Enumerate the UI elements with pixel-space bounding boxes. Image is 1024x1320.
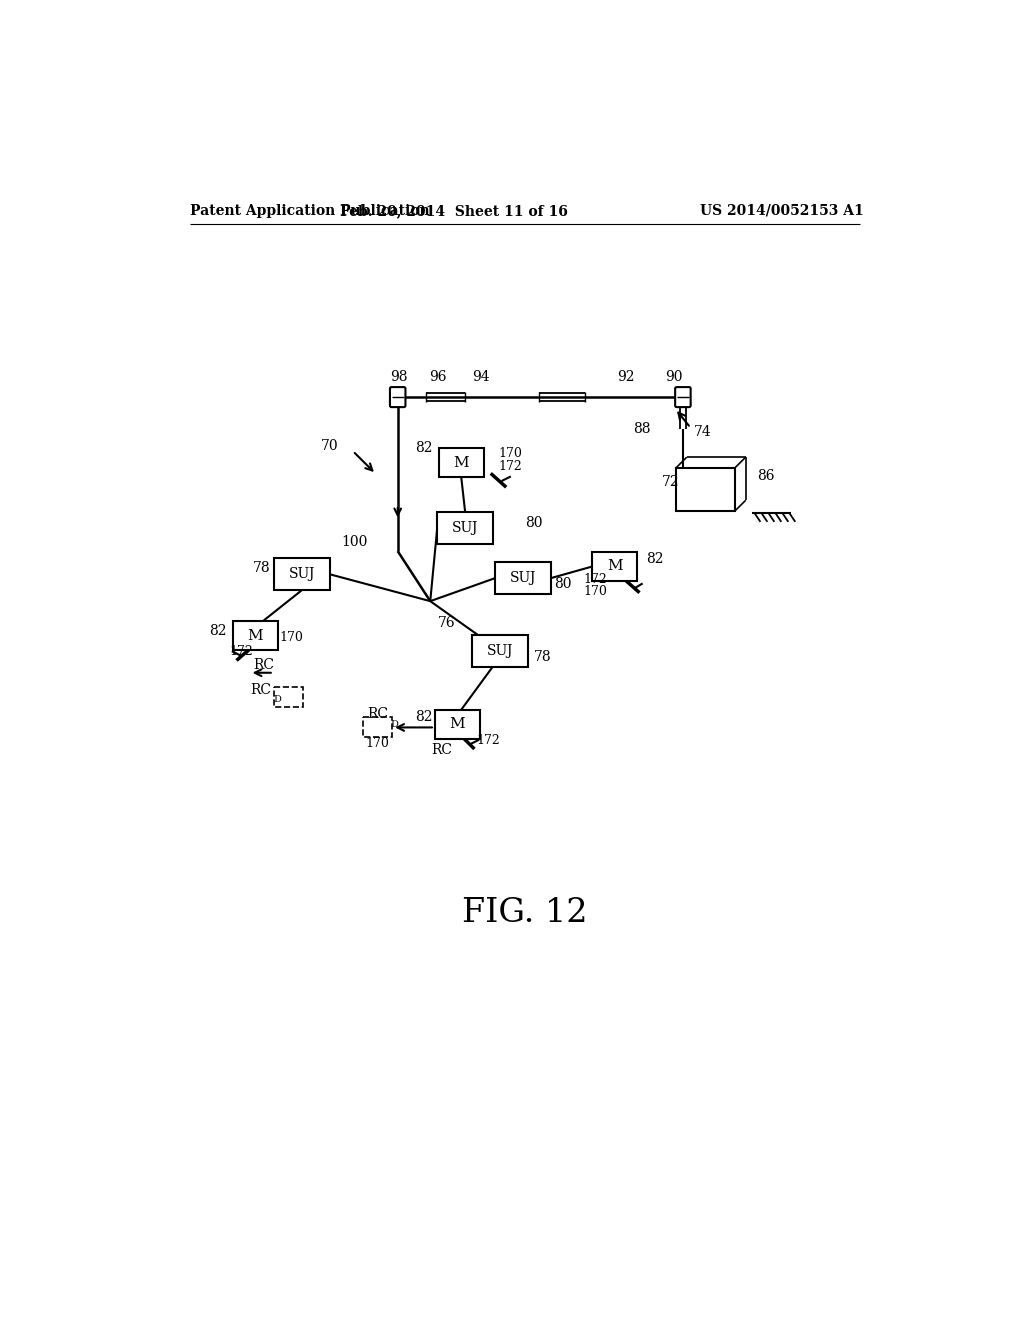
- Text: 70: 70: [322, 438, 339, 453]
- Text: 82: 82: [646, 552, 664, 566]
- Text: RC: RC: [367, 708, 388, 721]
- Text: M: M: [607, 560, 623, 573]
- FancyBboxPatch shape: [676, 469, 735, 511]
- Text: 98: 98: [390, 370, 408, 384]
- Text: 100: 100: [341, 535, 368, 549]
- FancyBboxPatch shape: [496, 562, 551, 594]
- Text: 170: 170: [366, 737, 389, 750]
- Text: SUJ: SUJ: [452, 521, 478, 535]
- Text: 172: 172: [499, 459, 522, 473]
- Text: 94: 94: [472, 370, 489, 384]
- Text: 172: 172: [477, 734, 501, 747]
- Text: US 2014/0052153 A1: US 2014/0052153 A1: [700, 203, 864, 218]
- FancyBboxPatch shape: [675, 387, 690, 407]
- Text: 172: 172: [229, 644, 253, 657]
- Text: 82: 82: [415, 710, 432, 725]
- FancyBboxPatch shape: [362, 718, 392, 738]
- Text: 76: 76: [438, 615, 456, 630]
- Text: 78: 78: [253, 561, 270, 576]
- FancyBboxPatch shape: [232, 622, 278, 651]
- Text: RC: RC: [254, 659, 274, 672]
- Text: 72: 72: [663, 475, 680, 488]
- FancyBboxPatch shape: [437, 512, 493, 544]
- Text: SUJ: SUJ: [510, 572, 537, 585]
- Text: Feb. 20, 2014  Sheet 11 of 16: Feb. 20, 2014 Sheet 11 of 16: [340, 203, 567, 218]
- Text: 172: 172: [584, 573, 607, 586]
- FancyBboxPatch shape: [435, 710, 480, 739]
- Text: M: M: [247, 628, 263, 643]
- Text: RC: RC: [431, 743, 452, 756]
- Text: RC: RC: [251, 682, 271, 697]
- Text: 170: 170: [499, 446, 522, 459]
- Text: SUJ: SUJ: [289, 568, 314, 581]
- Text: 86: 86: [758, 469, 775, 483]
- Text: M: M: [450, 717, 465, 731]
- Text: 82: 82: [209, 624, 226, 638]
- FancyBboxPatch shape: [273, 686, 303, 706]
- Text: 78: 78: [535, 649, 552, 664]
- Text: SUJ: SUJ: [486, 644, 513, 659]
- Text: 170: 170: [280, 631, 304, 644]
- Text: 170: 170: [584, 585, 607, 598]
- Text: FIG. 12: FIG. 12: [462, 898, 588, 929]
- Text: 90: 90: [665, 370, 682, 384]
- Text: Patent Application Publication: Patent Application Publication: [190, 203, 430, 218]
- FancyBboxPatch shape: [592, 552, 637, 581]
- FancyBboxPatch shape: [273, 558, 330, 590]
- Text: M: M: [454, 455, 469, 470]
- Text: 80: 80: [525, 516, 543, 529]
- FancyBboxPatch shape: [390, 387, 406, 407]
- Text: 92: 92: [616, 370, 634, 384]
- Text: 96: 96: [429, 370, 446, 384]
- Text: D: D: [390, 719, 398, 729]
- Text: 74: 74: [693, 425, 712, 438]
- FancyBboxPatch shape: [472, 635, 528, 668]
- FancyBboxPatch shape: [438, 447, 483, 478]
- Text: D: D: [273, 696, 281, 704]
- Text: 88: 88: [633, 422, 650, 437]
- Text: 80: 80: [554, 577, 571, 591]
- Text: 82: 82: [415, 441, 432, 455]
